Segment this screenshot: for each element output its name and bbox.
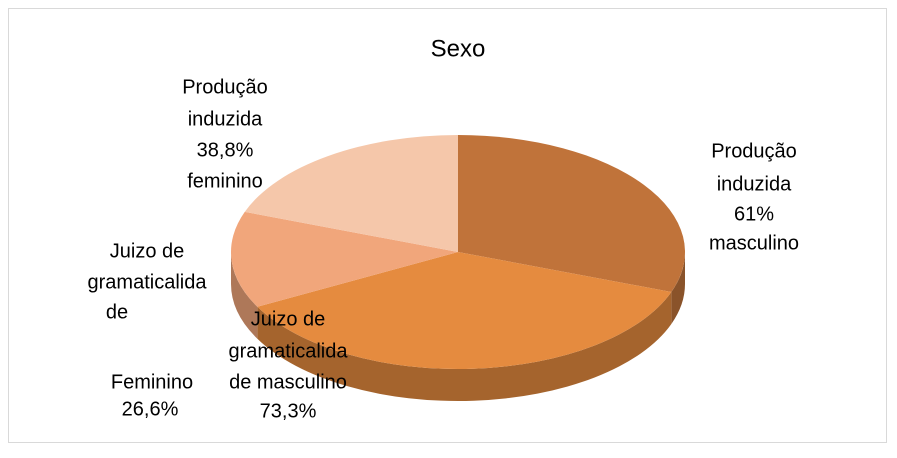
value-label: 38,8%: [197, 139, 254, 161]
slice-label: induzida: [717, 173, 792, 195]
slice-label: Juizo de: [251, 308, 326, 330]
slice-label: induzida: [188, 108, 263, 130]
slice-label: de: [106, 301, 128, 323]
pie-slice: [458, 135, 685, 292]
slice-label: Feminino: [111, 371, 193, 393]
pie-side: [671, 252, 685, 324]
slice-label: Juizo de: [110, 240, 185, 262]
slice-label: gramaticalida: [88, 271, 208, 293]
pie-side: [257, 291, 672, 401]
value-label: 61%: [734, 203, 774, 225]
slice-label: gramaticalida: [229, 340, 349, 362]
slice-label: Produção: [711, 140, 797, 162]
value-label: 26,6%: [122, 398, 179, 420]
pie-slice: [257, 252, 672, 369]
pie-slice: [244, 135, 458, 252]
slice-label: masculino: [709, 232, 799, 254]
slice-label: feminino: [187, 170, 263, 192]
pie-slice: [230, 211, 458, 307]
slice-label: Produção: [182, 76, 268, 98]
pie-side: [231, 252, 258, 339]
value-label: 73,3%: [260, 400, 317, 422]
slice-label: de masculino: [229, 371, 347, 393]
chart-title: Sexo: [431, 35, 486, 62]
